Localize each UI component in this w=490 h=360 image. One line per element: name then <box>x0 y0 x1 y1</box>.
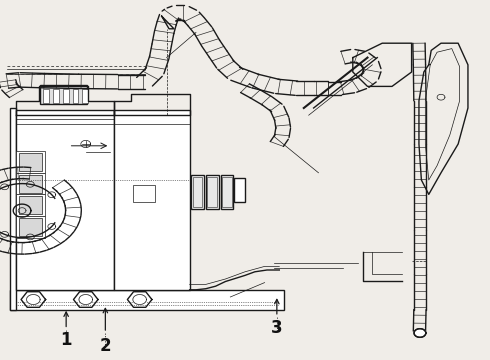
FancyBboxPatch shape <box>73 89 78 103</box>
FancyBboxPatch shape <box>10 108 16 310</box>
FancyBboxPatch shape <box>19 153 42 171</box>
FancyBboxPatch shape <box>16 173 45 194</box>
FancyBboxPatch shape <box>19 218 42 236</box>
FancyBboxPatch shape <box>193 177 202 207</box>
FancyBboxPatch shape <box>16 194 45 216</box>
FancyBboxPatch shape <box>82 89 88 103</box>
FancyBboxPatch shape <box>114 110 190 290</box>
FancyBboxPatch shape <box>222 177 232 207</box>
FancyBboxPatch shape <box>16 151 45 173</box>
FancyBboxPatch shape <box>19 196 42 214</box>
FancyBboxPatch shape <box>191 175 204 209</box>
Circle shape <box>27 294 40 305</box>
FancyBboxPatch shape <box>133 185 155 202</box>
Text: 3: 3 <box>271 319 283 337</box>
FancyBboxPatch shape <box>63 89 69 103</box>
FancyBboxPatch shape <box>16 216 45 238</box>
FancyBboxPatch shape <box>234 178 245 202</box>
Text: 1: 1 <box>60 331 72 349</box>
Circle shape <box>79 294 92 305</box>
FancyBboxPatch shape <box>207 177 217 207</box>
FancyBboxPatch shape <box>43 89 49 103</box>
Circle shape <box>414 329 426 337</box>
Text: 2: 2 <box>99 337 111 355</box>
FancyBboxPatch shape <box>220 175 233 209</box>
FancyBboxPatch shape <box>206 175 219 209</box>
FancyBboxPatch shape <box>40 85 87 104</box>
FancyBboxPatch shape <box>53 89 59 103</box>
Circle shape <box>133 294 146 305</box>
FancyBboxPatch shape <box>16 110 114 290</box>
FancyBboxPatch shape <box>10 290 284 310</box>
FancyBboxPatch shape <box>19 175 42 193</box>
